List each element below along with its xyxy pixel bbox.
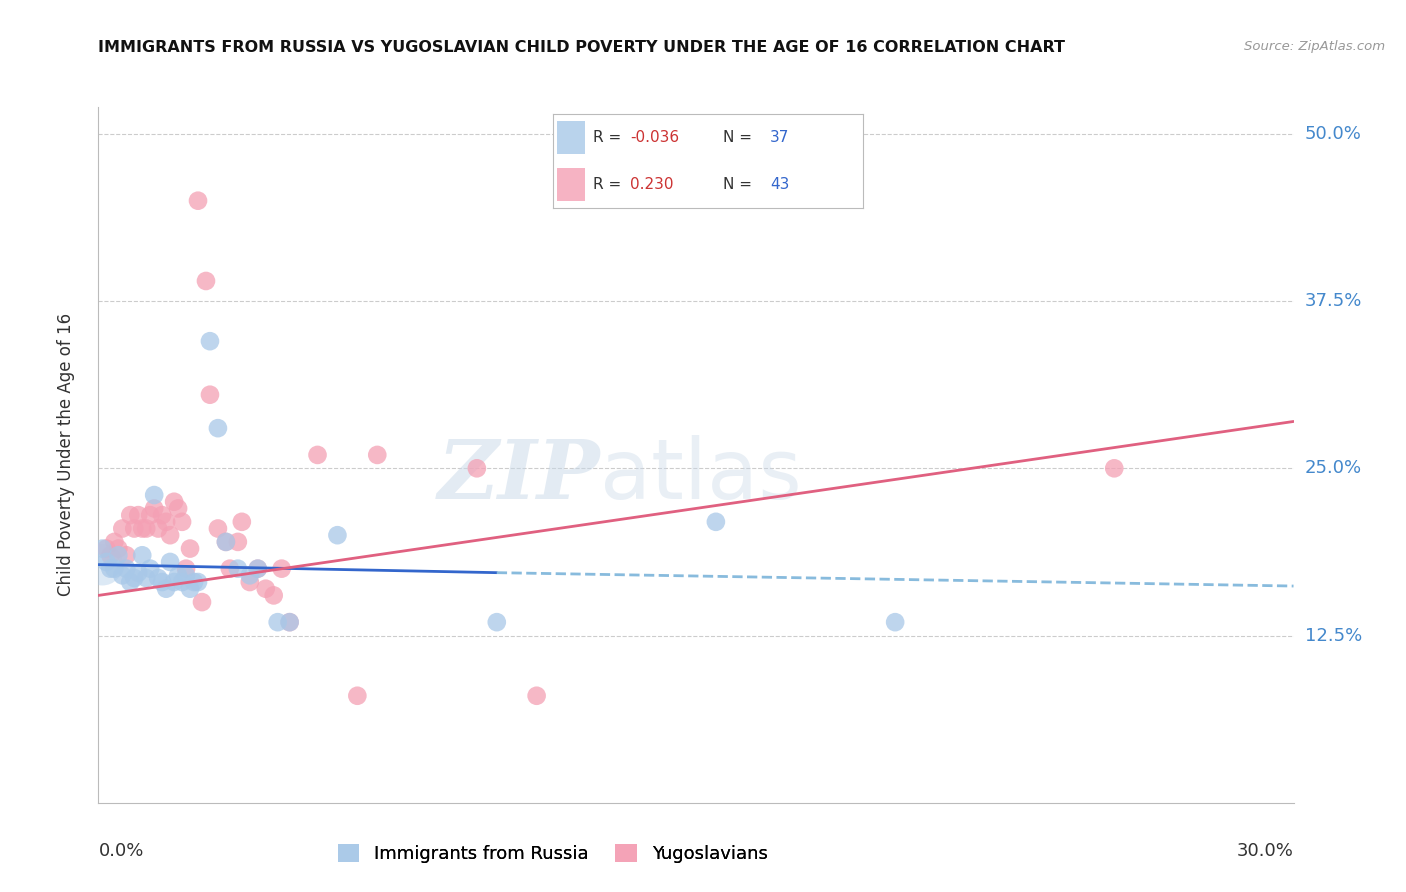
- Text: ZIP: ZIP: [437, 436, 600, 516]
- Point: [307, 448, 329, 462]
- Point: [226, 562, 249, 576]
- Point: [263, 589, 285, 603]
- Point: [96, 555, 118, 569]
- Point: [120, 508, 142, 523]
- Point: [143, 501, 166, 516]
- Point: [198, 388, 221, 402]
- Point: [150, 508, 173, 523]
- Point: [179, 541, 201, 556]
- Point: [246, 562, 269, 576]
- Point: [103, 535, 125, 549]
- Point: [107, 548, 129, 563]
- Point: [226, 535, 249, 549]
- Text: Source: ZipAtlas.com: Source: ZipAtlas.com: [1244, 40, 1385, 54]
- Point: [704, 515, 727, 529]
- Text: 0.0%: 0.0%: [98, 842, 143, 860]
- Point: [239, 568, 262, 582]
- Point: [215, 535, 238, 549]
- Point: [267, 615, 290, 630]
- Point: [107, 541, 129, 556]
- Point: [98, 548, 122, 563]
- Point: [135, 521, 157, 535]
- Point: [124, 571, 146, 585]
- Point: [111, 568, 134, 582]
- Point: [131, 521, 153, 535]
- Point: [172, 515, 194, 529]
- Point: [270, 562, 292, 576]
- Point: [167, 568, 190, 582]
- Point: [91, 558, 114, 572]
- Y-axis label: Child Poverty Under the Age of 16: Child Poverty Under the Age of 16: [56, 313, 75, 597]
- Point: [115, 562, 138, 576]
- Point: [115, 548, 138, 563]
- Point: [150, 575, 173, 590]
- Point: [174, 568, 197, 582]
- Point: [174, 562, 197, 576]
- Point: [103, 562, 125, 576]
- Point: [219, 562, 242, 576]
- Point: [465, 461, 488, 475]
- Point: [254, 582, 277, 596]
- Point: [159, 528, 181, 542]
- Point: [127, 566, 149, 580]
- Point: [139, 508, 162, 523]
- Point: [148, 521, 170, 535]
- Point: [135, 571, 157, 585]
- Text: IMMIGRANTS FROM RUSSIA VS YUGOSLAVIAN CHILD POVERTY UNDER THE AGE OF 16 CORRELAT: IMMIGRANTS FROM RUSSIA VS YUGOSLAVIAN CH…: [98, 40, 1066, 55]
- Point: [120, 575, 142, 590]
- Point: [526, 689, 548, 703]
- Point: [346, 689, 368, 703]
- Point: [143, 488, 166, 502]
- Point: [131, 548, 153, 563]
- Point: [155, 582, 177, 596]
- Point: [215, 535, 238, 549]
- Point: [239, 575, 262, 590]
- Point: [194, 274, 218, 288]
- Point: [96, 541, 118, 556]
- Point: [139, 562, 162, 576]
- Point: [111, 521, 134, 535]
- Point: [1102, 461, 1125, 475]
- Point: [163, 575, 186, 590]
- Text: 37.5%: 37.5%: [1305, 292, 1362, 310]
- Text: atlas: atlas: [600, 435, 801, 516]
- Text: 50.0%: 50.0%: [1305, 125, 1361, 143]
- Point: [231, 515, 253, 529]
- Text: 25.0%: 25.0%: [1305, 459, 1362, 477]
- Point: [485, 615, 508, 630]
- Point: [246, 562, 269, 576]
- Point: [187, 575, 209, 590]
- Point: [159, 555, 181, 569]
- Point: [207, 421, 229, 435]
- Point: [278, 615, 301, 630]
- Point: [127, 508, 149, 523]
- Point: [98, 562, 122, 576]
- Point: [191, 595, 214, 609]
- Point: [884, 615, 907, 630]
- Point: [183, 575, 205, 590]
- Point: [366, 448, 388, 462]
- Point: [179, 582, 201, 596]
- Point: [326, 528, 349, 542]
- Point: [163, 494, 186, 508]
- Point: [167, 501, 190, 516]
- Point: [148, 571, 170, 585]
- Text: 12.5%: 12.5%: [1305, 626, 1362, 645]
- Point: [91, 541, 114, 556]
- Point: [124, 521, 146, 535]
- Point: [172, 575, 194, 590]
- Point: [187, 194, 209, 208]
- Text: 30.0%: 30.0%: [1237, 842, 1294, 860]
- Point: [207, 521, 229, 535]
- Point: [198, 334, 221, 349]
- Legend: Immigrants from Russia, Yugoslavians: Immigrants from Russia, Yugoslavians: [330, 837, 775, 871]
- Point: [278, 615, 301, 630]
- Point: [155, 515, 177, 529]
